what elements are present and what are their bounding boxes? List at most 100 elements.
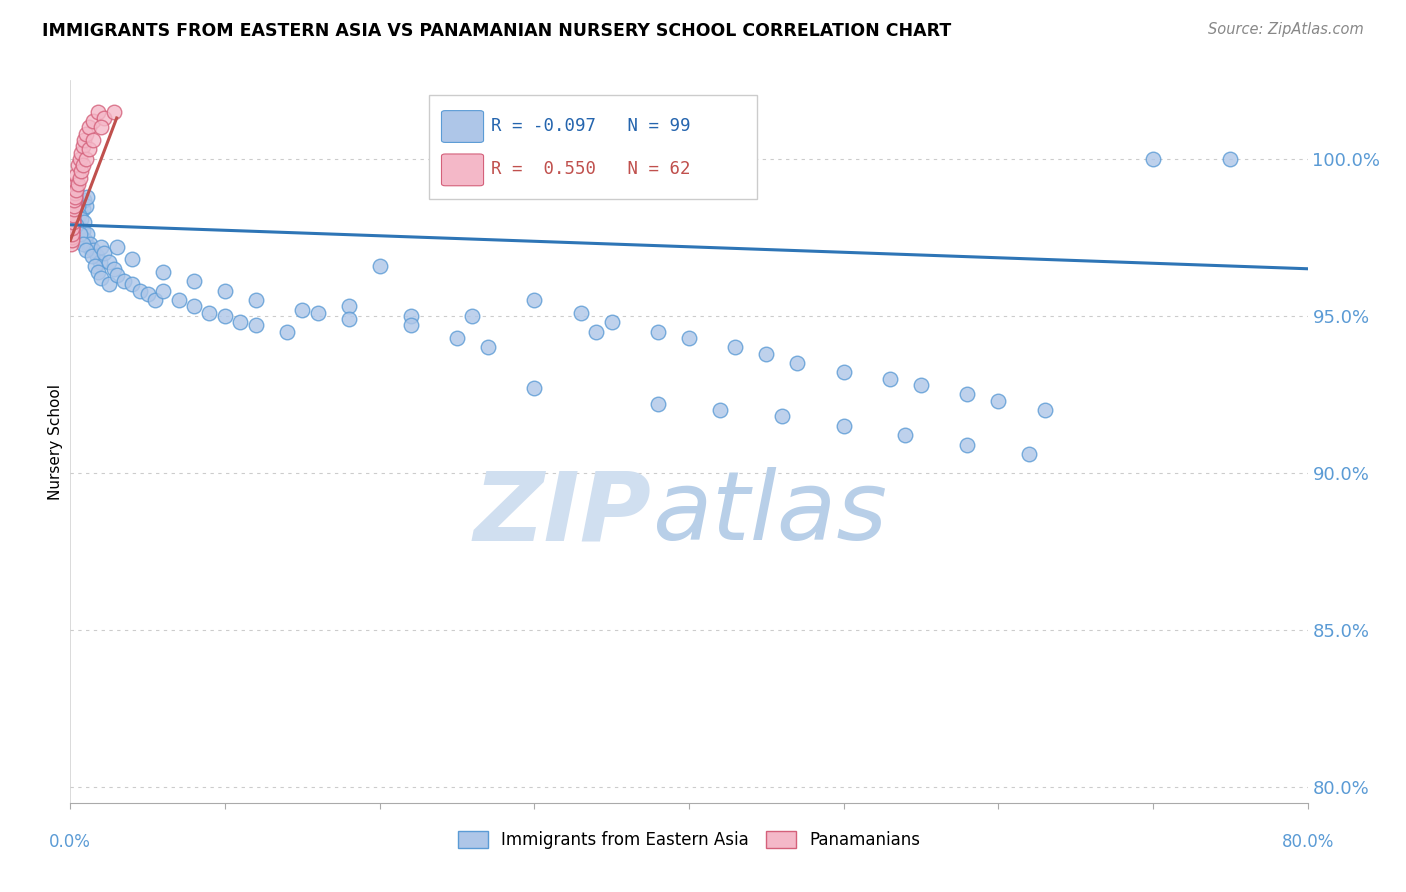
Point [62,202,84,216]
Point [65,177,87,191]
Point [76,227,98,242]
Point [98,255,120,269]
Point [724,340,747,354]
Point [93,246,115,260]
Point [69,227,91,242]
Point [894,428,917,442]
Point [229,315,252,329]
Point [1018,447,1040,461]
Point [585,325,607,339]
Point [70,164,93,178]
Point [62,208,84,222]
Point [72,236,94,251]
Point [62,218,84,232]
Point [66,214,89,228]
Point [60,230,83,244]
Point [63,195,86,210]
Point [73,133,96,147]
Point [72,139,94,153]
Point [65,183,87,197]
Text: ZIP: ZIP [474,467,652,560]
Point [477,340,499,354]
Point [183,300,205,314]
Point [65,218,87,232]
Point [62,199,84,213]
Point [910,378,932,392]
Point [63,193,86,207]
Point [832,366,855,380]
Point [399,318,422,333]
Point [291,302,314,317]
Point [65,183,87,197]
Point [600,315,623,329]
Text: 0.0%: 0.0% [49,833,91,851]
Point [103,104,125,119]
Point [245,318,267,333]
Point [62,214,84,228]
Point [1142,152,1164,166]
Point [75,243,97,257]
Y-axis label: Nursery School: Nursery School [48,384,63,500]
Point [337,312,360,326]
Point [60,221,83,235]
Point [63,193,86,207]
Point [105,240,128,254]
Point [307,306,329,320]
Point [75,127,97,141]
Point [103,261,125,276]
Point [75,152,97,166]
Point [60,234,83,248]
Point [84,259,107,273]
Point [87,104,110,119]
Point [65,214,87,228]
Point [62,211,84,226]
FancyBboxPatch shape [441,154,484,186]
Point [60,234,83,248]
Point [63,193,86,207]
Point [129,284,152,298]
Point [276,325,298,339]
Point [62,199,84,213]
Point [1033,403,1056,417]
Point [399,309,422,323]
Point [214,309,236,323]
Point [114,274,135,288]
Point [245,293,267,308]
Point [569,306,592,320]
Point [60,224,83,238]
Point [647,397,669,411]
Text: R = -0.097   N = 99: R = -0.097 N = 99 [491,117,690,135]
Point [67,158,90,172]
Point [879,372,901,386]
Point [786,356,808,370]
Point [60,227,83,242]
Point [63,195,86,210]
Point [183,274,205,288]
Point [647,325,669,339]
Point [73,214,96,228]
Point [73,193,96,207]
Point [105,268,128,282]
Point [63,186,86,201]
Point [69,152,91,166]
Point [70,230,93,244]
Point [69,170,91,185]
Point [77,142,100,156]
FancyBboxPatch shape [441,111,484,143]
Point [60,183,83,197]
Point [62,214,84,228]
Point [98,277,120,292]
Point [368,259,391,273]
Point [770,409,793,424]
Point [709,403,731,417]
Point [63,193,86,207]
Point [67,177,90,191]
Point [956,438,979,452]
Point [1219,152,1241,166]
Point [72,158,94,172]
Point [87,265,110,279]
Point [77,120,100,135]
Point [63,189,86,203]
Point [63,189,86,203]
Point [152,284,174,298]
